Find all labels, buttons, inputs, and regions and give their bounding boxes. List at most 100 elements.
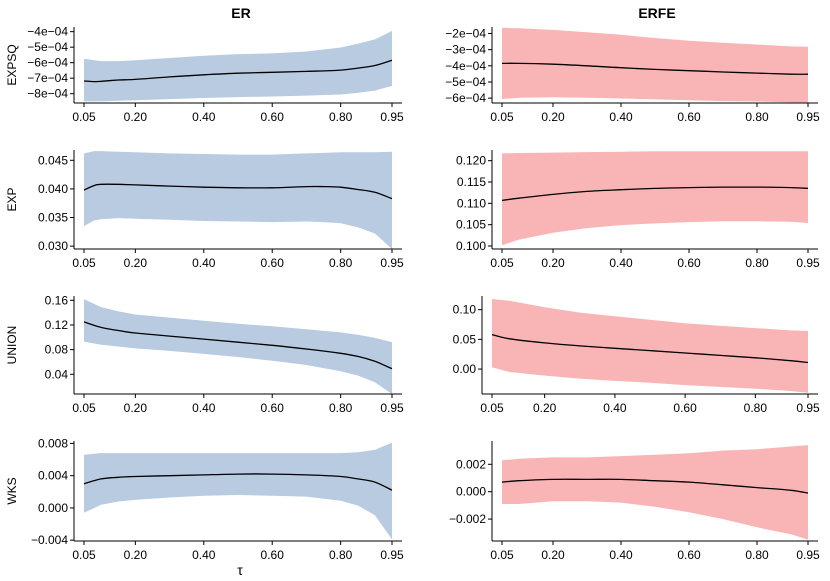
- x-tick-label-er-union: 0.05: [72, 401, 96, 415]
- panel-er-exp: 0.030 0.035 0.040 0.045 0.05 0.20 0.40 0.60 0.80…: [5, 150, 404, 270]
- y-tick-label-erfe-expsq: −6e−04: [445, 91, 486, 105]
- y-tick-label-er-wks: 0.000: [38, 501, 68, 515]
- estimate-line-er-union: [83, 321, 393, 370]
- x-tick-label-erfe-wks: 0.05: [490, 548, 514, 562]
- y-tick-label-erfe-exp: 0.100: [456, 239, 486, 253]
- y-tick-label-er-expsq: −4e−04: [27, 25, 68, 39]
- y-tick-label-erfe-wks: 0.002: [456, 457, 486, 471]
- x-tick-label-erfe-wks: 0.60: [677, 548, 701, 562]
- estimate-line-erfe-wks: [501, 478, 809, 494]
- y-tick-label-erfe-exp: 0.115: [457, 175, 486, 189]
- x-tick-label-er-expsq: 0.60: [261, 110, 285, 124]
- panel-er-expsq: −4e−04−5e−04 −6e−04−7e−04 −8e−04 0.05 0.20 0.…: [5, 25, 404, 124]
- estimate-line-erfe-union: [491, 333, 809, 364]
- y-tick-label-erfe-wks: 0.000: [456, 485, 486, 499]
- y-axis-title-er-expsq: EXPSQ: [5, 44, 19, 85]
- x-tick-label-erfe-union: 0.80: [744, 401, 768, 415]
- y-tick-label-er-expsq: −6e−04: [27, 56, 68, 70]
- x-tick-label-er-expsq: 0.05: [72, 110, 96, 124]
- x-tick-label-erfe-exp: 0.95: [796, 256, 820, 270]
- panel-erfe-exp: 0.100 0.105 0.110 0.115 0.120 0.05 0.20 0.40 0.6…: [456, 150, 820, 270]
- x-tick-label-erfe-exp: 0.60: [677, 256, 701, 270]
- x-tick-label-er-expsq: 0.95: [380, 110, 404, 124]
- x-tick-label-er-exp: 0.40: [192, 256, 216, 270]
- x-tick-label-er-wks: 0.20: [124, 548, 148, 562]
- y-tick-label-erfe-union: 0.00: [453, 362, 477, 376]
- y-tick-label-er-union: 0.04: [45, 367, 69, 381]
- y-tick-label-erfe-exp: 0.110: [457, 196, 486, 210]
- x-tick-label-er-wks: 0.80: [329, 548, 353, 562]
- y-tick-label-erfe-expsq: −5e−04: [445, 75, 486, 89]
- x-tick-label-er-exp: 0.80: [329, 256, 353, 270]
- panel-er-union: 0.04 0.08 0.12 0.16 0.05 0.20 0.40 0.60 0.80 0.95…: [5, 293, 404, 415]
- y-tick-label-er-union: 0.16: [45, 293, 69, 307]
- x-tick-label-erfe-union: 0.60: [673, 401, 697, 415]
- estimate-line-er-exp: [83, 183, 393, 200]
- y-tick-label-erfe-exp: 0.105: [456, 218, 486, 232]
- y-tick-label-er-exp: 0.040: [38, 182, 68, 196]
- y-tick-label-er-expsq: −5e−04: [27, 40, 68, 54]
- column-title-erfe: ERFE: [638, 5, 675, 21]
- y-tick-label-erfe-wks: −0.002: [449, 512, 486, 526]
- y-axis-title-er-union: UNION: [5, 326, 19, 365]
- x-tick-label-er-exp: 0.95: [380, 256, 404, 270]
- x-tick-label-er-wks: 0.40: [192, 548, 216, 562]
- y-axis-title-er-wks: WKS: [5, 477, 19, 504]
- confidence-band-erfe-exp: [502, 151, 808, 246]
- x-tick-label-er-wks: 0.05: [72, 548, 96, 562]
- confidence-band-erfe-wks: [502, 445, 808, 540]
- x-tick-label-erfe-union: 0.40: [603, 401, 627, 415]
- y-tick-label-er-union: 0.08: [45, 343, 69, 357]
- estimate-line-er-wks: [83, 473, 393, 491]
- y-tick-label-er-exp: 0.030: [38, 239, 68, 253]
- x-tick-label-erfe-wks: 0.95: [796, 548, 820, 562]
- x-tick-label-er-union: 0.60: [261, 401, 285, 415]
- x-tick-label-erfe-expsq: 0.60: [677, 110, 701, 124]
- y-tick-label-erfe-union: 0.10: [453, 303, 477, 317]
- x-tick-label-er-exp: 0.20: [124, 256, 148, 270]
- y-tick-label-erfe-expsq: −3e−04: [445, 43, 486, 57]
- x-tick-label-erfe-union: 0.05: [480, 401, 504, 415]
- x-tick-label-er-union: 0.20: [124, 401, 148, 415]
- estimate-line-erfe-exp: [501, 186, 809, 202]
- x-tick-label-er-expsq: 0.80: [329, 110, 353, 124]
- x-tick-label-er-union: 0.95: [380, 401, 404, 415]
- panel-erfe-expsq: −2e−04 −3e−04 −4e−04 −5e−04 −6e−04 0.05 0.20 0.…: [445, 26, 820, 124]
- estimate-line-er-expsq: [83, 59, 393, 83]
- x-tick-label-erfe-union: 0.95: [796, 401, 820, 415]
- y-tick-label-erfe-expsq: −4e−04: [445, 59, 486, 73]
- y-tick-label-erfe-expsq: −2e−04: [445, 26, 486, 40]
- x-tick-label-erfe-expsq: 0.80: [745, 110, 769, 124]
- x-tick-label-erfe-wks: 0.40: [609, 548, 633, 562]
- confidence-band-erfe-union: [492, 299, 808, 393]
- x-tick-label-er-wks: 0.95: [380, 548, 404, 562]
- estimate-line-erfe-expsq: [501, 62, 809, 75]
- x-tick-label-er-wks: 0.60: [261, 548, 285, 562]
- x-tick-label-erfe-expsq: 0.95: [796, 110, 820, 124]
- y-tick-label-er-expsq: −7e−04: [27, 71, 68, 85]
- x-tick-label-erfe-exp: 0.80: [745, 256, 769, 270]
- x-tick-label-er-union: 0.40: [192, 401, 216, 415]
- y-tick-label-er-union: 0.12: [45, 318, 69, 332]
- y-tick-label-er-exp: 0.035: [38, 211, 68, 225]
- confidence-band-er-union: [84, 299, 392, 394]
- panel-er-wks: −0.004 0.000 0.004 0.008 0.05 0.20 0.40 0.60 0.8…: [5, 436, 404, 562]
- x-tick-label-erfe-wks: 0.80: [745, 548, 769, 562]
- x-tick-label-erfe-union: 0.20: [533, 401, 557, 415]
- x-tick-label-er-expsq: 0.20: [124, 110, 148, 124]
- x-tick-label-erfe-exp: 0.20: [541, 256, 565, 270]
- x-tick-label-erfe-expsq: 0.05: [490, 110, 514, 124]
- x-tick-label-er-expsq: 0.40: [192, 110, 216, 124]
- y-tick-label-erfe-exp: 0.120: [456, 154, 486, 168]
- y-tick-label-er-wks: 0.008: [38, 436, 68, 450]
- x-tick-label-er-exp: 0.05: [72, 256, 96, 270]
- x-tick-label-er-union: 0.80: [329, 401, 353, 415]
- panel-erfe-union: 0.00 0.05 0.10 0.05 0.20 0.40 0.60 0.80 0.95: [453, 296, 820, 415]
- y-tick-label-erfe-union: 0.05: [453, 332, 477, 346]
- x-tick-label-erfe-expsq: 0.40: [609, 110, 633, 124]
- x-tick-label-erfe-wks: 0.20: [541, 548, 565, 562]
- y-axis-title-er-exp: EXP: [5, 187, 19, 211]
- panel-erfe-wks: −0.002 0.000 0.002 0.05 0.20 0.40 0.60 0.80 0.95: [449, 441, 820, 562]
- x-axis-label: τ: [237, 562, 243, 578]
